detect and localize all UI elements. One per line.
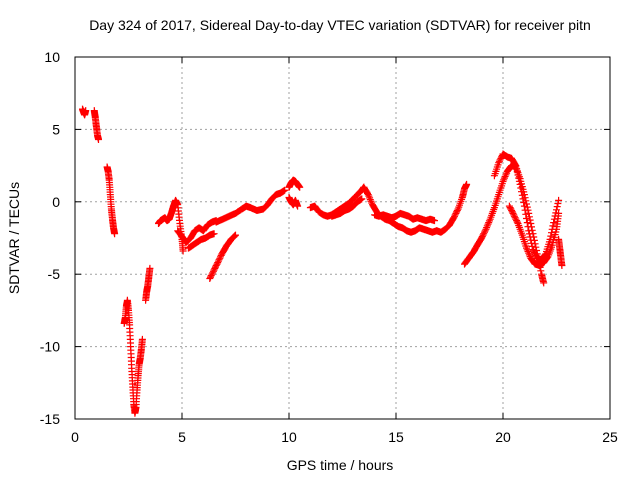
x-tick-label: 0 <box>71 429 79 445</box>
y-tick-label: -10 <box>40 339 60 355</box>
series-seg-17 <box>490 150 563 264</box>
point-markers <box>174 217 220 246</box>
x-tick-label: 5 <box>178 429 186 445</box>
point-markers <box>142 264 154 304</box>
point-markers <box>555 235 566 269</box>
point-markers <box>371 209 438 225</box>
axis-ticks: 0 5 10 15 20 25 -15 -10 -5 0 5 10 <box>40 49 618 445</box>
y-tick-label: 10 <box>44 49 60 65</box>
point-markers <box>285 176 304 191</box>
series-dip-a <box>120 296 146 417</box>
series-seg-13 <box>360 183 441 236</box>
series-early-1 <box>90 107 102 143</box>
point-markers <box>360 183 441 236</box>
series-seg-5 <box>174 217 220 246</box>
series-seg-6 <box>184 230 218 252</box>
point-markers <box>79 105 90 119</box>
series-seg-15 <box>433 180 471 236</box>
series-seg-7 <box>206 231 239 282</box>
series-seg-10 <box>285 194 302 210</box>
point-markers <box>285 194 302 210</box>
y-tick-label: 0 <box>52 194 60 210</box>
point-markers <box>155 196 187 255</box>
y-tick-label: 5 <box>52 121 60 137</box>
series-seg-19 <box>555 235 566 269</box>
point-markers <box>461 162 548 287</box>
series-early-0 <box>79 105 90 119</box>
series-seg-8 <box>212 186 289 226</box>
chart-title: Day 324 of 2017, Sidereal Day-to-day VTE… <box>89 17 591 33</box>
series-seg-16 <box>461 162 548 287</box>
series-seg-14 <box>371 209 438 225</box>
point-markers <box>90 107 102 143</box>
point-markers <box>328 195 366 220</box>
grid-lines <box>75 57 610 419</box>
series-seg-4 <box>155 196 187 255</box>
point-markers <box>212 186 289 226</box>
point-markers <box>433 180 471 236</box>
point-markers <box>184 230 218 252</box>
point-markers <box>103 163 119 238</box>
series-dip-b <box>142 264 154 304</box>
y-axis-label: SDTVAR / TECUs <box>6 182 22 294</box>
x-axis-label: GPS time / hours <box>287 457 394 473</box>
x-tick-label: 25 <box>602 429 618 445</box>
series-early-2 <box>103 163 119 238</box>
point-markers <box>505 202 563 269</box>
point-markers <box>120 296 146 417</box>
plot-frame <box>74 56 611 420</box>
series-seg-9 <box>285 176 304 191</box>
point-markers <box>206 231 239 282</box>
x-tick-label: 20 <box>495 429 511 445</box>
point-markers <box>490 150 563 264</box>
y-tick-label: -15 <box>40 411 60 427</box>
x-tick-label: 10 <box>281 429 297 445</box>
series-seg-18 <box>505 202 563 269</box>
x-tick-label: 15 <box>388 429 404 445</box>
series-seg-12 <box>328 195 366 220</box>
data-points <box>79 105 566 417</box>
y-tick-label: -5 <box>48 266 61 282</box>
